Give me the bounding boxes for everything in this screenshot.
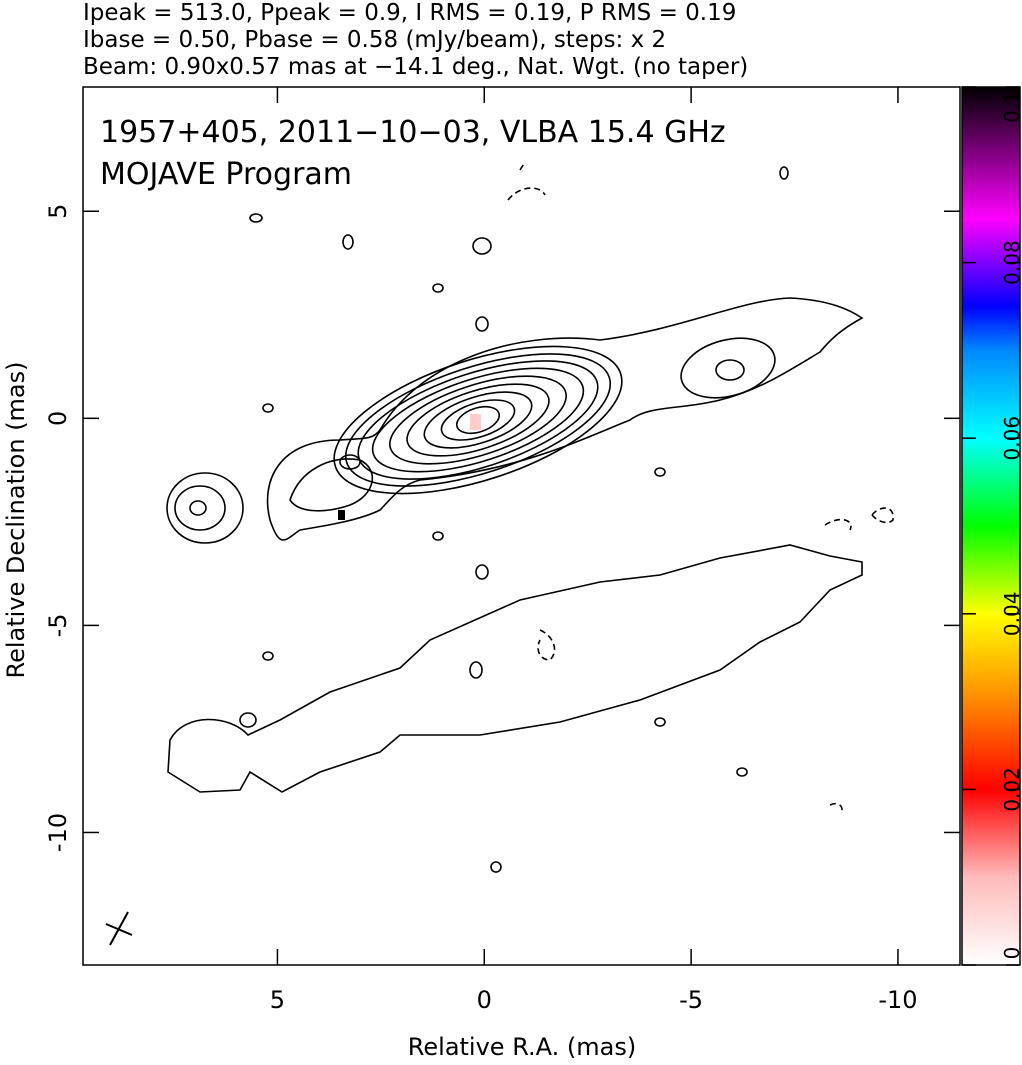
annotation: 1957+405, 2011−10−03, VLBA 15.4 GHz (100, 115, 726, 150)
title-line: Beam: 0.90x0.57 mas at −14.1 deg., Nat. … (83, 54, 748, 80)
y-tick-label: -5 (44, 613, 72, 637)
x-tick-label: -5 (679, 986, 703, 1014)
x-tick-label: 0 (477, 986, 492, 1014)
colorbar-tick-label: 0.1 (1000, 91, 1022, 123)
y-tick-label: -10 (44, 813, 72, 852)
y-tick-label: 0 (44, 411, 72, 426)
annotation: MOJAVE Program (100, 157, 352, 192)
colorbar-tick-label: 0.08 (1000, 240, 1022, 285)
colorbar-tick-label: 0 (1000, 947, 1022, 960)
colorbar-tick-label: 0.06 (1000, 416, 1022, 461)
y-tick-label: 5 (44, 204, 72, 219)
plot-frame (82, 86, 961, 966)
title-line: Ibase = 0.50, Pbase = 0.58 (mJy/beam), s… (83, 27, 666, 53)
x-tick-label: -10 (878, 986, 917, 1014)
beam-marker (105, 911, 133, 946)
x-axis-label: Relative R.A. (mas) (408, 1033, 636, 1061)
contours (166, 161, 894, 873)
polarization-pixel (338, 510, 345, 520)
colorbar-tick-label: 0.02 (1000, 767, 1022, 812)
colorbar-tick-label: 0.04 (1000, 592, 1022, 637)
polarization-pixel (470, 414, 481, 430)
title-line: Ipeak = 513.0, Ppeak = 0.9, I RMS = 0.19… (83, 0, 736, 26)
x-tick-label: 5 (270, 986, 285, 1014)
colorbar (961, 86, 1021, 966)
y-axis-label: Relative Declination (mas) (2, 361, 30, 678)
